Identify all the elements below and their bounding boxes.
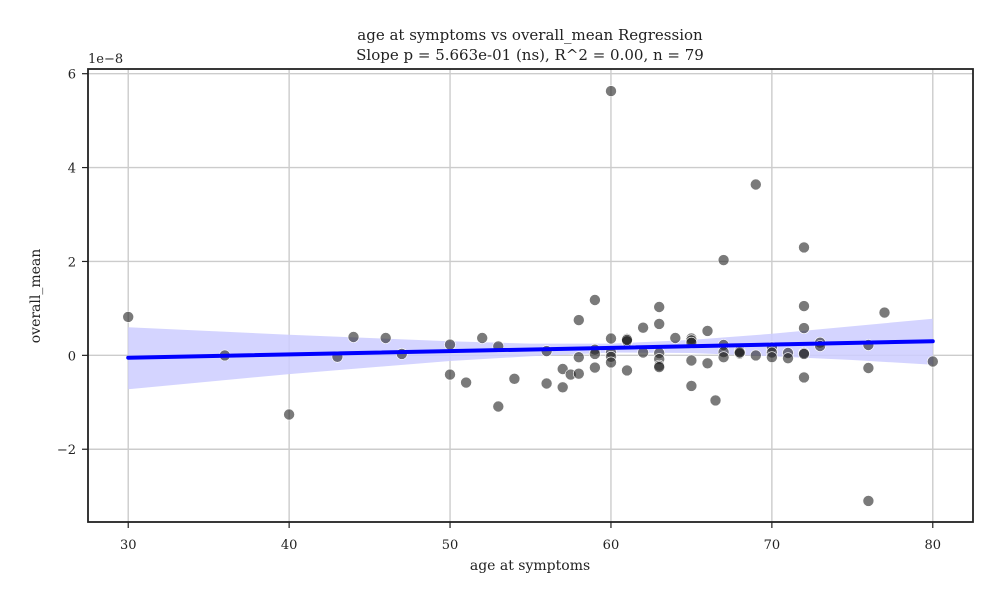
scatter-point — [444, 338, 456, 351]
scatter-point — [798, 371, 810, 384]
x-tick-label: 70 — [764, 538, 781, 553]
confidence-band-area — [128, 318, 933, 390]
x-tick-label: 50 — [442, 538, 459, 553]
scatter-point — [766, 351, 778, 364]
scatter-point — [669, 332, 682, 344]
scatter-point — [685, 354, 698, 367]
scatter-point — [492, 400, 505, 413]
scatter-point — [798, 300, 810, 312]
scatter-point — [476, 332, 489, 344]
scatter-point — [637, 321, 649, 334]
y-tick-label: 0 — [68, 349, 76, 364]
scatter-point — [589, 361, 601, 374]
scatter-point — [572, 314, 585, 326]
x-axis-label: age at symptoms — [470, 558, 590, 574]
confidence-band — [128, 318, 933, 390]
scatter-point — [379, 332, 392, 344]
scatter-point — [444, 368, 456, 381]
x-tick-label: 40 — [281, 538, 298, 553]
plot-frame — [87, 68, 974, 523]
axis-ticks: 30 40 50 60 70 80 −2 0 2 4 6 — [57, 68, 941, 553]
scatter-point — [717, 351, 730, 364]
scatter-point — [605, 332, 617, 345]
scatter-point — [460, 376, 472, 389]
scatter-point — [798, 241, 810, 254]
chart-title: age at symptoms vs overall_mean Regressi… — [357, 26, 703, 44]
y-offset-label: 1e−8 — [88, 52, 123, 67]
scatter-point — [749, 349, 762, 362]
scatter-point — [122, 311, 134, 323]
scatter-point — [589, 294, 601, 306]
scatter-point — [798, 322, 810, 334]
scatter-point — [685, 380, 698, 392]
scatter-point — [733, 346, 746, 359]
scatter-point — [347, 331, 360, 343]
scatter-point — [572, 351, 585, 364]
scatter-point — [556, 363, 569, 375]
scatter-point — [878, 306, 891, 319]
regression-line — [126, 339, 935, 360]
x-tick-label: 60 — [603, 538, 620, 553]
scatter-point — [556, 381, 569, 394]
x-tick-label: 30 — [120, 538, 137, 553]
scatter-point — [605, 85, 617, 97]
scatter-point — [749, 178, 762, 191]
scatter-point — [798, 348, 810, 360]
scatter-points — [122, 85, 939, 507]
x-tick-label: 80 — [924, 538, 941, 553]
scatter-point — [862, 362, 875, 374]
scatter-point — [283, 408, 295, 421]
scatter-point — [653, 301, 666, 313]
scatter-point — [701, 357, 714, 370]
y-tick-label: 2 — [68, 255, 76, 270]
y-tick-label: −2 — [57, 443, 76, 458]
y-axis-label: overall_mean — [28, 249, 44, 344]
scatter-point — [782, 352, 794, 365]
y-tick-label: 6 — [68, 68, 76, 83]
scatter-point — [621, 364, 633, 377]
scatter-point — [605, 356, 617, 369]
scatter-point — [621, 334, 633, 346]
chart-subtitle: Slope p = 5.663e-01 (ns), R^2 = 0.00, n … — [356, 46, 704, 64]
grid-lines — [88, 69, 973, 522]
scatter-point — [508, 372, 521, 385]
scatter-point — [701, 325, 714, 337]
scatter-point — [862, 495, 875, 507]
scatter-point — [709, 394, 722, 407]
scatter-point — [717, 254, 730, 266]
scatter-point — [653, 361, 666, 373]
scatter-point — [926, 355, 939, 368]
scatter-point — [653, 318, 666, 330]
scatter-point — [572, 367, 585, 380]
scatter-point — [540, 377, 553, 390]
regression-line-group — [126, 339, 935, 360]
y-tick-label: 4 — [68, 162, 76, 177]
